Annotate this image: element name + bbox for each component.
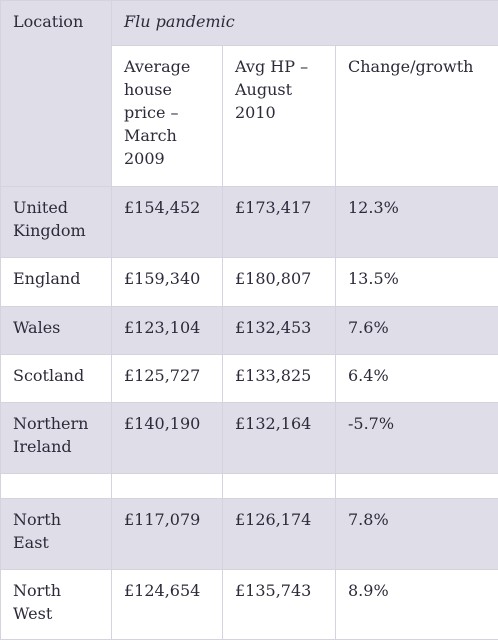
table-cell: 13.5%	[336, 258, 498, 307]
table-cell: £173,417	[223, 187, 336, 258]
table-cell: £123,104	[112, 307, 223, 355]
header-row: Location Flu pandemic	[1, 1, 498, 46]
table-cell: £132,164	[223, 403, 336, 474]
table-cell: 7.8%	[336, 499, 498, 570]
table-cell: £159,340	[112, 258, 223, 307]
table-cell: £125,727	[112, 355, 223, 403]
row-label: Scotland	[1, 355, 112, 403]
row-label: Northern Ireland	[1, 403, 112, 474]
table-cell: £124,654	[112, 570, 223, 640]
table-cell: 12.3%	[336, 187, 498, 258]
table-cell: 7.6%	[336, 307, 498, 355]
empty-cell	[1, 474, 112, 499]
table-cell: £180,807	[223, 258, 336, 307]
spacer-row	[1, 474, 498, 499]
header-cell: Location	[1, 1, 112, 187]
row-label: North West	[1, 570, 112, 640]
empty-cell	[112, 474, 223, 499]
empty-cell	[336, 474, 498, 499]
column-header: Average house price – March 2009	[112, 46, 223, 187]
table-cell: £132,453	[223, 307, 336, 355]
table-cell: -5.7%	[336, 403, 498, 474]
row-label: England	[1, 258, 112, 307]
row-label: United Kingdom	[1, 187, 112, 258]
column-header: Change/growth	[336, 46, 498, 187]
table-cell: £133,825	[223, 355, 336, 403]
table-cell: £140,190	[112, 403, 223, 474]
table-cell: £135,743	[223, 570, 336, 640]
group-header: Flu pandemic	[112, 1, 498, 46]
column-header: Avg HP – August 2010	[223, 46, 336, 187]
table-cell: 6.4%	[336, 355, 498, 403]
table-cell: 8.9%	[336, 570, 498, 640]
table-cell: £154,452	[112, 187, 223, 258]
table-cell: £126,174	[223, 499, 336, 570]
table-row: Northern Ireland£140,190£132,164-5.7%	[1, 403, 498, 474]
table-cell: £117,079	[112, 499, 223, 570]
empty-cell	[223, 474, 336, 499]
row-label: North East	[1, 499, 112, 570]
row-label: Wales	[1, 307, 112, 355]
